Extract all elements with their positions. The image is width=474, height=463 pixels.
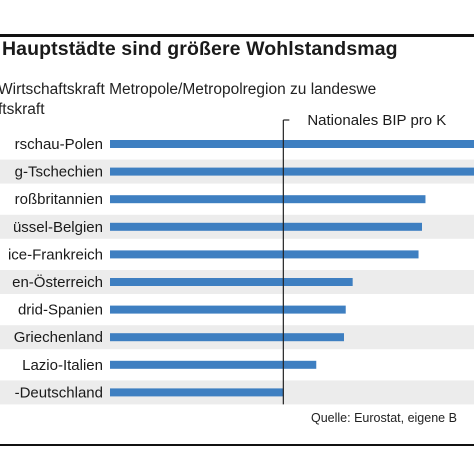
bottom-rule <box>0 444 474 446</box>
category-label: rschau-Polen <box>15 136 103 153</box>
bar <box>110 250 419 259</box>
source-note: Quelle: Eurostat, eigene B <box>311 411 457 425</box>
category-label: üssel-Belgien <box>13 219 103 236</box>
bar <box>110 167 474 176</box>
category-label: g-Tschechien <box>15 164 103 181</box>
subtitle-line-1: Wirtschaftskraft Metropole/Metropolregio… <box>0 81 377 98</box>
reference-label-backing <box>291 109 474 129</box>
bar <box>110 278 353 286</box>
reference-label: Nationales BIP pro K <box>307 112 446 129</box>
chart-subtitle: Wirtschaftskraft Metropole/Metropolregio… <box>0 80 376 120</box>
category-label: en-Österreich <box>12 273 103 291</box>
category-label: ice-Frankreich <box>8 246 103 263</box>
category-label: drid-Spanien <box>18 302 103 319</box>
subtitle-line-2: ftskraft <box>0 101 45 118</box>
category-label: -Deutschland <box>15 384 103 401</box>
chart-title: Hauptstädte sind größere Wohlstandsmag <box>2 38 398 60</box>
bar <box>110 388 284 397</box>
bar <box>110 222 422 231</box>
bar <box>110 360 317 369</box>
bar <box>110 305 346 314</box>
category-label: Griechenland <box>14 329 103 346</box>
bar <box>110 333 344 342</box>
category-label: roßbritannien <box>15 191 103 208</box>
bar <box>110 195 426 204</box>
top-rule <box>0 34 474 37</box>
bar <box>110 140 474 148</box>
category-label: Lazio-Italien <box>22 357 103 374</box>
